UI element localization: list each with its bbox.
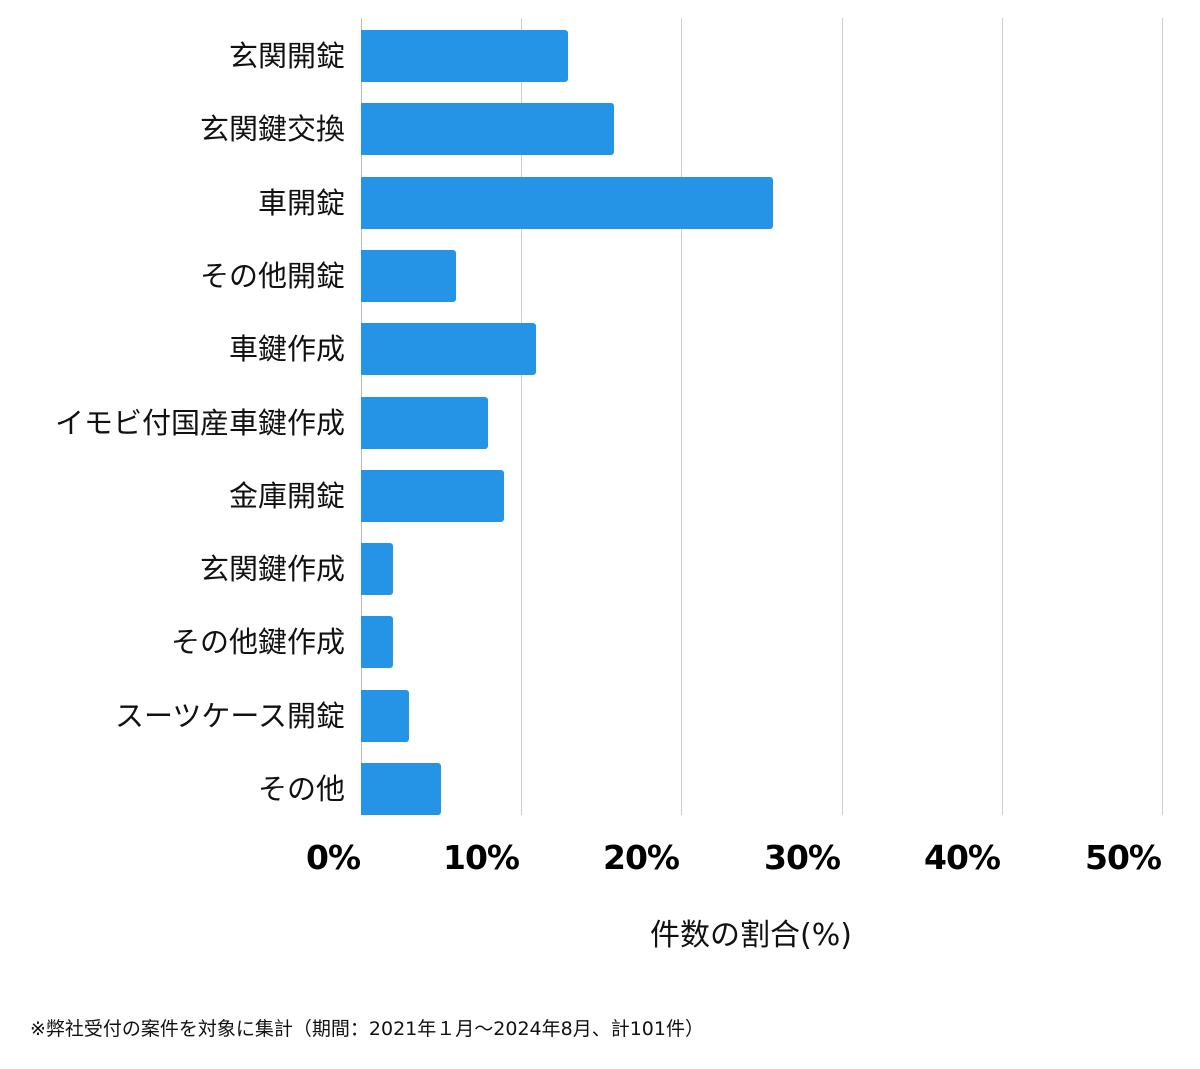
gridline-50 (1162, 18, 1163, 815)
gridline-20 (681, 18, 682, 815)
category-label: 玄関鍵作成 (199, 552, 345, 587)
category-label: イモビ付国産車鍵作成 (54, 405, 345, 440)
x-tick-label: 40% (924, 838, 1001, 877)
bar (361, 616, 394, 669)
category-label: 車鍵作成 (228, 332, 345, 367)
bar (361, 543, 394, 596)
category-label: 玄関鍵交換 (199, 112, 345, 147)
bar (361, 689, 410, 742)
footnote: ※弊社受付の案件を対象に集計（期間：2021年１月～2024年8月、計101件） (30, 1018, 704, 1040)
bar (361, 763, 442, 815)
bar (361, 30, 568, 82)
bar (361, 396, 488, 449)
category-label: その他 (257, 772, 345, 806)
x-tick-label: 30% (764, 838, 841, 877)
category-label: スーツケース開錠 (115, 698, 345, 733)
x-tick-label: 50% (1085, 838, 1162, 877)
category-label: 玄関開錠 (228, 39, 345, 73)
bar (361, 176, 773, 229)
bar (361, 103, 615, 156)
category-label: 金庫開錠 (228, 478, 345, 513)
bar (361, 249, 456, 302)
plot-area (361, 18, 1163, 815)
x-tick-label: 10% (443, 838, 520, 877)
bar (361, 469, 504, 522)
gridline-40 (1002, 18, 1003, 815)
category-label: その他開錠 (199, 258, 345, 293)
x-tick-label: 20% (603, 838, 680, 877)
category-label: その他鍵作成 (170, 625, 345, 660)
gridline-10 (521, 18, 522, 815)
bar (361, 323, 536, 376)
gridline-30 (842, 18, 843, 815)
x-tick-label: 0% (305, 838, 361, 877)
category-label: 車開錠 (257, 185, 345, 220)
x-axis-title: 件数の割合(%) (650, 918, 852, 953)
